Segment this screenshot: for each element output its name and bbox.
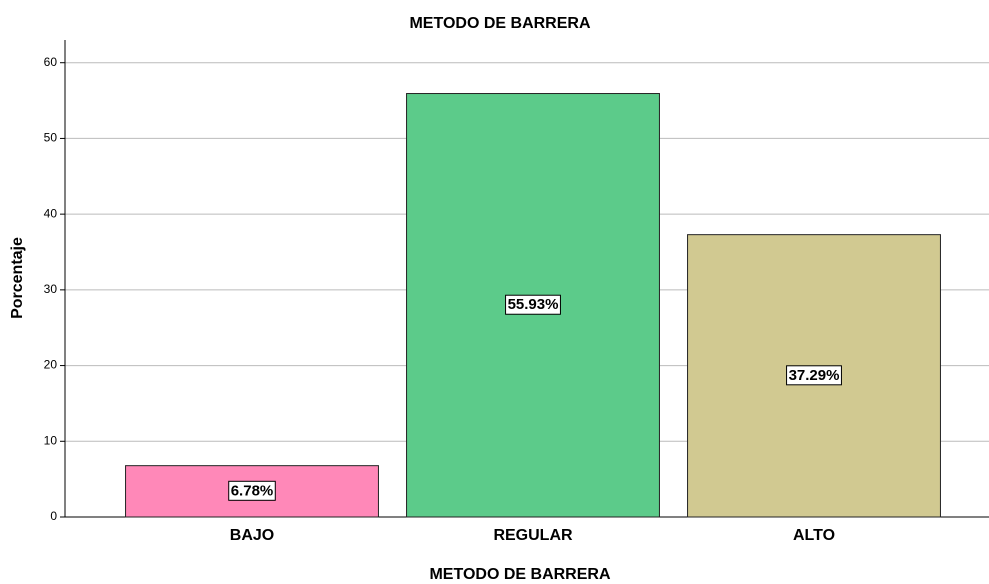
y-tick-label: 60 (44, 55, 58, 69)
y-tick-label: 30 (44, 282, 58, 296)
value-label-box (786, 365, 842, 386)
x-axis-label: METODO DE BARRERA (429, 566, 610, 583)
x-tick-label: BAJO (230, 527, 274, 544)
y-tick-label: 10 (44, 433, 58, 447)
chart-title: METODO DE BARRERA (409, 15, 590, 32)
x-tick-label: ALTO (793, 527, 835, 544)
value-label-box (505, 294, 561, 315)
value-label: 37.29% (789, 367, 840, 384)
y-tick-label: 20 (44, 358, 58, 372)
value-label: 6.78% (231, 482, 274, 499)
value-label-box (228, 480, 276, 501)
y-tick-label: 40 (44, 206, 58, 220)
x-tick-label: REGULAR (493, 527, 573, 544)
value-label: 55.93% (508, 296, 559, 313)
y-tick-label: 50 (44, 131, 58, 145)
y-axis-label: Porcentaje (9, 237, 26, 319)
y-tick-label: 0 (50, 509, 57, 523)
